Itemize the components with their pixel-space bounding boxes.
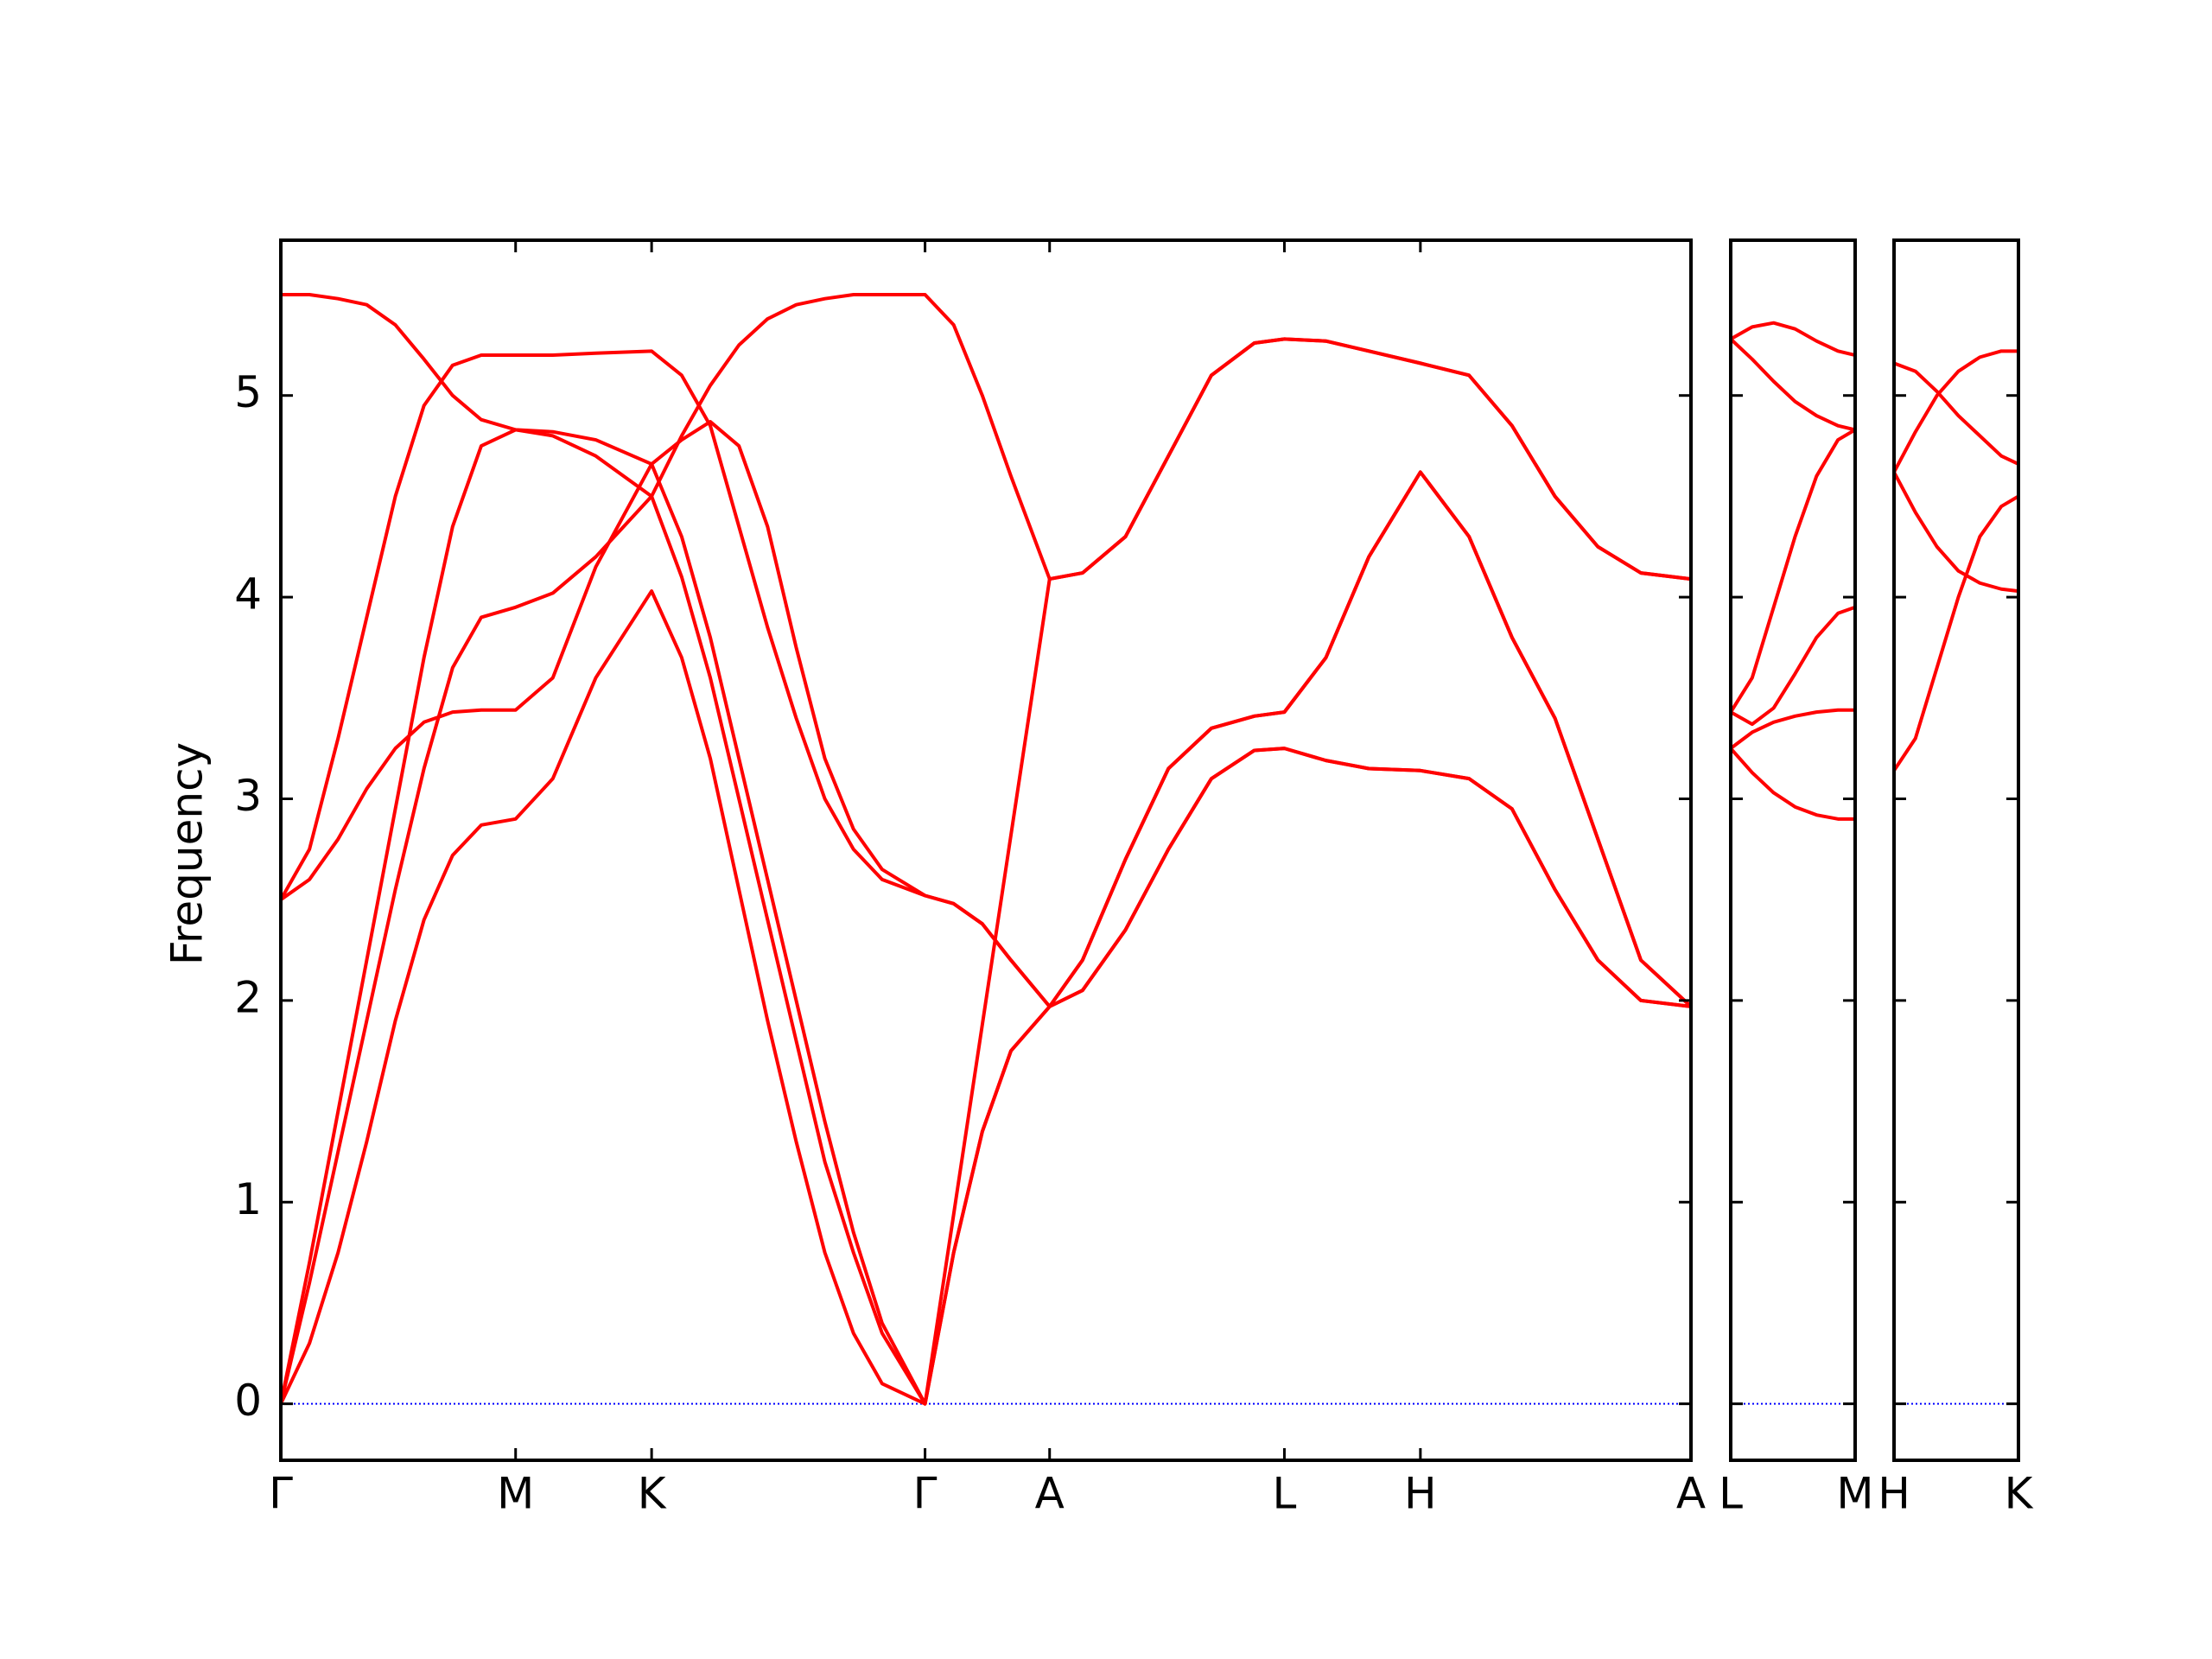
x-tick-label: L: [1719, 1469, 1743, 1519]
x-tick-label: K: [638, 1469, 667, 1519]
y-axis-label: Frequency: [162, 742, 213, 965]
band-line: [1729, 428, 1857, 714]
plot-frame: [279, 238, 1693, 1462]
x-tick-label: K: [2005, 1469, 2034, 1519]
y-tick-label: 3: [234, 771, 262, 821]
x-tick-label: Γ: [269, 1469, 293, 1519]
band-line: [1729, 747, 1855, 821]
y-tick-label: 0: [234, 1376, 262, 1426]
band-line: [1729, 337, 1856, 432]
x-tick-label: M: [1836, 1469, 1873, 1519]
y-tick-label: 4: [234, 569, 262, 620]
y-tick-label: 5: [234, 367, 262, 417]
y-tick-label: 2: [234, 972, 262, 1022]
x-tick-label: L: [1273, 1469, 1297, 1519]
band-line: [1892, 349, 2018, 474]
band-line: [1730, 321, 1856, 357]
band-line: [1730, 605, 1856, 727]
y-tick-label: 1: [234, 1174, 262, 1224]
x-tick-label: A: [1676, 1469, 1706, 1519]
plot-frame: [1892, 238, 2020, 1462]
plot-frame: [1729, 238, 1857, 1462]
x-tick-label: A: [1035, 1469, 1065, 1519]
band-line: [1892, 494, 2020, 772]
band-line: [1892, 471, 2019, 594]
x-tick-label: Γ: [913, 1469, 938, 1519]
x-tick-label: H: [1878, 1469, 1910, 1519]
band-line: [279, 420, 1693, 1008]
band-line: [1893, 361, 2019, 466]
x-tick-label: M: [497, 1469, 534, 1519]
band-line: [279, 589, 1692, 1406]
band-line: [1729, 708, 1855, 750]
x-tick-label: H: [1404, 1469, 1437, 1519]
band-line: [279, 293, 1692, 1405]
